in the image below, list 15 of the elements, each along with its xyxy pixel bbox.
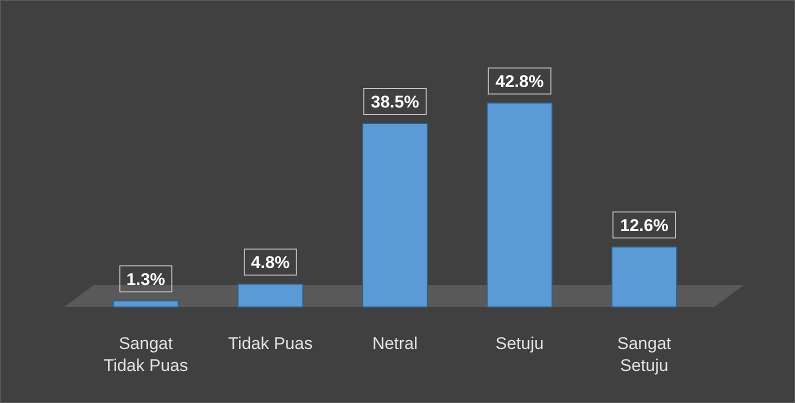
x-tick-label: Netral <box>372 334 418 353</box>
data-label: 42.8% <box>496 72 544 91</box>
x-tick-label: Sangat Tidak Puas <box>104 334 188 375</box>
x-tick-label: Tidak Puas <box>228 334 313 353</box>
bar <box>362 122 428 308</box>
bar <box>112 300 179 308</box>
data-label: 1.3% <box>126 270 166 289</box>
x-tick-label: Setuju <box>496 334 544 353</box>
data-label: 12.6% <box>620 216 668 235</box>
x-tick-label: Sangat Setuju <box>617 334 672 375</box>
bar <box>611 246 678 308</box>
bar <box>237 284 304 308</box>
bar <box>486 102 553 308</box>
data-label: 38.5% <box>370 92 420 112</box>
data-label: 4.8% <box>251 253 290 272</box>
